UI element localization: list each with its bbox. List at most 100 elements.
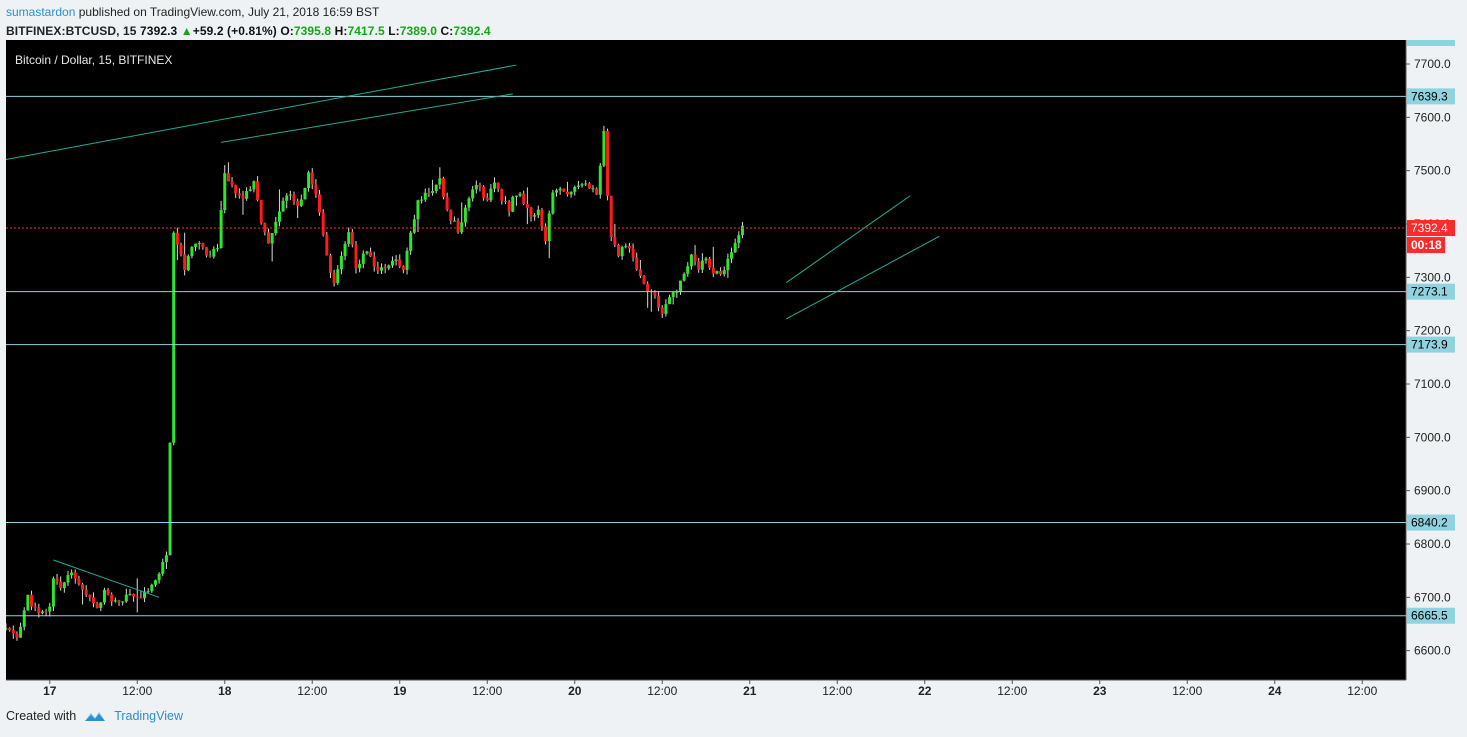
x-tick-label: 20 [568,684,582,698]
x-tick-label: 12:00 [297,684,327,698]
candle-body [398,259,402,267]
candle-body [310,172,314,185]
candle-body [737,235,741,243]
candle-body [664,304,668,314]
candle-body [500,189,504,201]
candle-body [700,260,704,270]
candle-body [587,183,591,189]
symbol-label: BITFINEX:BTCUSD, 15 [6,24,137,38]
trend-line [221,93,513,143]
candle-body [183,254,187,271]
y-tick-label: 6700.0 [1414,590,1451,604]
candle-body [558,188,562,191]
price-chart[interactable]: 6600.0 6700.0 6800.0 6900.0 7000.0 7100.0 7200… [6,40,1456,700]
y-tick-label: 7700.0 [1414,57,1451,71]
candle-body [518,193,522,196]
candle-body [190,246,194,257]
open-value: 7395.8 [293,24,332,38]
candle-body [463,207,467,223]
level-label: 6840.2 [1411,516,1448,530]
candle-body [726,258,730,271]
candle-body [205,247,209,256]
candle-body [113,600,117,602]
level-label: 7173.9 [1411,338,1448,352]
candle-body [186,256,190,271]
candle-body [292,194,296,202]
candle-body [452,220,456,222]
x-tick-label: 12:00 [997,684,1027,698]
candle-body [33,606,37,608]
candle-body [660,307,664,314]
candle-body [627,246,631,249]
chart-area[interactable]: 6600.0 6700.0 6800.0 6900.0 7000.0 7100.0 7200… [6,40,1456,700]
candle-body [715,271,719,274]
countdown-label-box [1407,237,1445,254]
y-tick-label: 7000.0 [1414,430,1451,444]
author-link[interactable]: sumastardon [6,5,76,19]
candle-body [689,254,693,267]
close-value: 7392.4 [453,24,491,38]
candle-body [347,232,351,244]
candle-body [503,200,507,202]
countdown-label: 00:18 [1411,238,1442,252]
candle-body [277,211,281,222]
candle-body [635,257,639,270]
candle-body [591,188,595,190]
x-tick-label: 24 [1268,684,1282,698]
candle-body [226,173,230,182]
candle-body [15,633,19,638]
candle-body [609,195,613,237]
candle-body [474,184,478,190]
candle-body [197,242,201,244]
candle-body [405,250,409,270]
candle-body [164,555,168,563]
candle-body [562,188,566,192]
candle-body [321,212,325,235]
candle-body [686,266,690,274]
candle-body [215,248,219,250]
candle-body [117,600,121,602]
candle-body [19,626,23,638]
candle-body [88,594,92,598]
x-tick-label: 17 [43,684,57,698]
publish-info: sumastardon published on TradingView.com… [6,3,491,22]
x-tick-label: 12:00 [122,684,152,698]
candle-body [551,192,555,214]
candle-body [92,597,95,604]
trend-line [6,64,517,160]
low-value: 7389.0 [399,24,438,38]
candle-body [478,184,482,187]
candle-body [354,244,358,269]
candle-body [22,610,26,627]
candle-body [66,575,70,583]
candle-body [267,232,270,244]
candle-body [288,194,292,196]
candle-body [150,584,154,592]
candle-body [682,273,686,281]
candle-body [307,172,311,189]
candle-body [179,244,183,255]
candle-body [369,251,373,257]
last-price-label: 7392.4 [1411,221,1448,235]
x-tick-label: 12:00 [1347,684,1377,698]
candle-body [675,291,679,293]
candle-body [555,190,559,193]
chart-title: Bitcoin / Dollar, 15, BITFINEX [15,53,172,67]
high-value: 7417.5 [347,24,385,38]
change-up-icon: ▲ [180,24,193,38]
candle-body [631,248,635,258]
candle-body [128,593,132,595]
tradingview-link[interactable]: TradingView [114,709,183,723]
candle-body [274,221,278,234]
candle-body [719,271,723,275]
candle-body [84,589,88,595]
candle-body [77,578,81,585]
candle-body [624,246,628,248]
candle-body [256,181,260,201]
candle-body [598,165,602,195]
candle-body [638,269,642,276]
published-text: published on TradingView.com, July 21, 2… [78,5,380,19]
current-price: 7392.3 [140,24,178,38]
candle-body [449,209,453,221]
y-tick-label: 7500.0 [1414,164,1451,178]
